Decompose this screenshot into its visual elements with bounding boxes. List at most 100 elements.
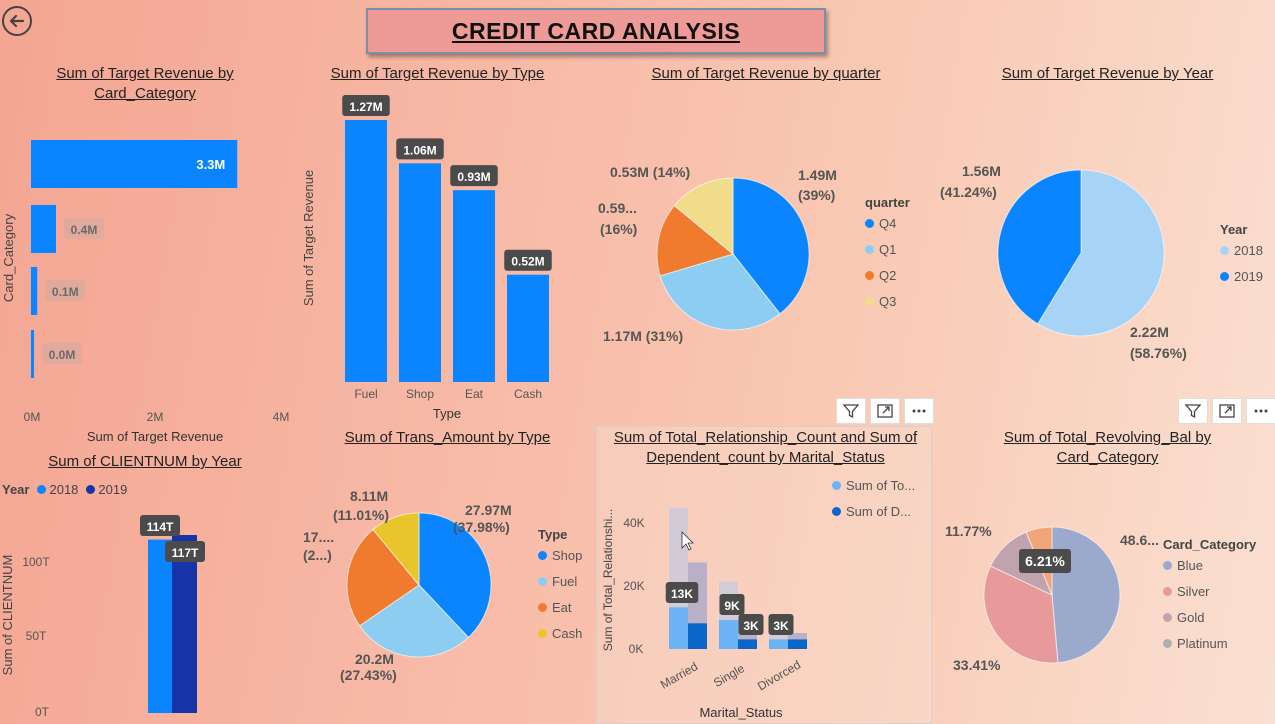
data-label: 0.93M [457, 170, 490, 184]
bar[interactable] [31, 330, 34, 378]
tick-label: Fuel [354, 387, 377, 401]
legend-item-platinum[interactable]: Platinum [1163, 630, 1256, 656]
legend-marker [37, 485, 47, 494]
data-label-bg [450, 165, 498, 187]
legend-item-2018[interactable]: 2018 [1220, 237, 1263, 263]
bar[interactable] [719, 620, 738, 649]
quarter-chart-title: Sum of Target Revenue by quarter [651, 65, 881, 82]
year-slice[interactable] [1037, 169, 1165, 337]
trans-slice[interactable] [358, 584, 470, 658]
legend-item-dependent[interactable]: Sum of D... [832, 498, 915, 524]
legend-marker [1163, 560, 1172, 570]
marital-chart-panel[interactable] [596, 426, 932, 724]
legend-item-blue[interactable]: Blue [1163, 552, 1256, 578]
data-label: (2...) [303, 547, 332, 563]
card-category-chart-title: Sum of Target Revenue by Card_Category [56, 65, 234, 102]
tick-label: Divorced [755, 658, 803, 694]
trans-slice[interactable] [372, 512, 420, 587]
legend-label: 2018 [1234, 242, 1263, 258]
marital-chart-title: Sum of Total_Relationship_Count and Sum … [613, 429, 918, 466]
bar[interactable] [31, 140, 238, 188]
trans-slice[interactable] [346, 528, 420, 627]
legend-label: Gold [1177, 609, 1205, 625]
legend-item-2019[interactable]: 2019 [86, 482, 127, 497]
legend-item-2018[interactable]: 2018 [37, 482, 78, 497]
legend-item-silver[interactable]: Silver [1163, 578, 1256, 604]
more-options-button[interactable] [904, 398, 934, 424]
legend-item-q4[interactable]: Q4 [865, 210, 910, 236]
data-label: (11.01%) [333, 507, 389, 523]
legend-item-cash[interactable]: Cash [538, 620, 582, 646]
focus-mode-button[interactable] [1212, 398, 1242, 424]
more-options-button[interactable] [1246, 398, 1275, 424]
legend-item-eat[interactable]: Eat [538, 594, 582, 620]
quarter-slice[interactable] [659, 253, 781, 331]
legend-marker [1220, 271, 1229, 281]
tick-label: 40K [623, 516, 644, 530]
bar[interactable] [788, 639, 807, 649]
legend-marker [1163, 586, 1172, 596]
bar[interactable] [669, 607, 688, 649]
bar[interactable] [148, 539, 173, 713]
focus-mode-button[interactable] [870, 398, 900, 424]
bar[interactable] [507, 274, 549, 382]
bar[interactable] [453, 190, 495, 382]
type-chart-ylabel: Sum of Target Revenue [301, 170, 316, 306]
year-slice[interactable] [997, 169, 1082, 325]
tick-label: Shop [406, 387, 434, 401]
filter-icon [1184, 404, 1202, 419]
filter-button[interactable] [836, 398, 866, 424]
bar[interactable] [31, 205, 56, 253]
legend-marker [865, 244, 874, 254]
quarter-slice[interactable] [732, 177, 810, 315]
legend-marker [538, 550, 547, 560]
bar[interactable] [345, 120, 387, 382]
trans-slice[interactable] [418, 512, 492, 639]
card-category-chart: Card_Category 3.3M0.4M0.1M0.0M 0M 2M 4M … [1, 140, 289, 444]
back-button[interactable] [2, 6, 32, 36]
data-label: 13K [671, 587, 693, 601]
bar[interactable] [399, 163, 441, 382]
legend-item-gold[interactable]: Gold [1163, 604, 1256, 630]
legend-item-q1[interactable]: Q1 [865, 236, 910, 262]
legend-label: Sum of D... [846, 503, 912, 519]
bar[interactable] [31, 267, 38, 315]
data-label: 11.77% [945, 523, 992, 539]
legend-item-2019[interactable]: 2019 [1220, 263, 1263, 289]
revolving-slice[interactable] [1051, 526, 1121, 664]
legend-label: Q1 [879, 241, 897, 257]
bar[interactable] [688, 623, 707, 649]
card-category-ylabel: Card_Category [1, 213, 16, 302]
legend-label: 2018 [49, 482, 79, 497]
year-pie-chart: 1.56M (41.24%) 2.22M (58.76%) [940, 163, 1187, 361]
quarter-slice[interactable] [673, 177, 734, 256]
legend-title: Card_Category [1163, 537, 1257, 552]
data-label-bg [42, 343, 82, 364]
data-label: 0.53M (14%) [610, 164, 690, 180]
data-label: (39%) [798, 187, 835, 203]
data-label-bg [665, 582, 699, 603]
bar[interactable] [172, 535, 197, 713]
legend-label: Q4 [879, 215, 897, 231]
legend-label: Cash [552, 625, 583, 641]
legend-item-q3[interactable]: Q3 [865, 288, 910, 314]
legend-item-relationship[interactable]: Sum of To... [832, 472, 915, 498]
data-label: 0.59... [598, 200, 637, 216]
data-label: 6.21% [1025, 553, 1065, 569]
filter-button[interactable] [1178, 398, 1208, 424]
legend-item-shop[interactable]: Shop [538, 542, 582, 568]
revolving-slice[interactable] [983, 565, 1059, 664]
legend-item-fuel[interactable]: Fuel [538, 568, 582, 594]
quarter-slice[interactable] [656, 204, 735, 277]
legend-label: Eat [552, 599, 572, 615]
marital-visual-toolbar [836, 398, 934, 424]
legend-item-q2[interactable]: Q2 [865, 262, 910, 288]
tick-label: 0K [629, 642, 644, 656]
marital-chart: Sum of Total_Relationshi... 40K 20K 0K 1… [601, 507, 807, 720]
bar[interactable] [769, 639, 788, 649]
legend-marker [1163, 638, 1172, 648]
bar[interactable] [738, 639, 757, 649]
data-label-bg [396, 138, 444, 160]
marital-legend: Sum of To... Sum of D... [832, 472, 915, 524]
legend-marker [832, 480, 841, 490]
